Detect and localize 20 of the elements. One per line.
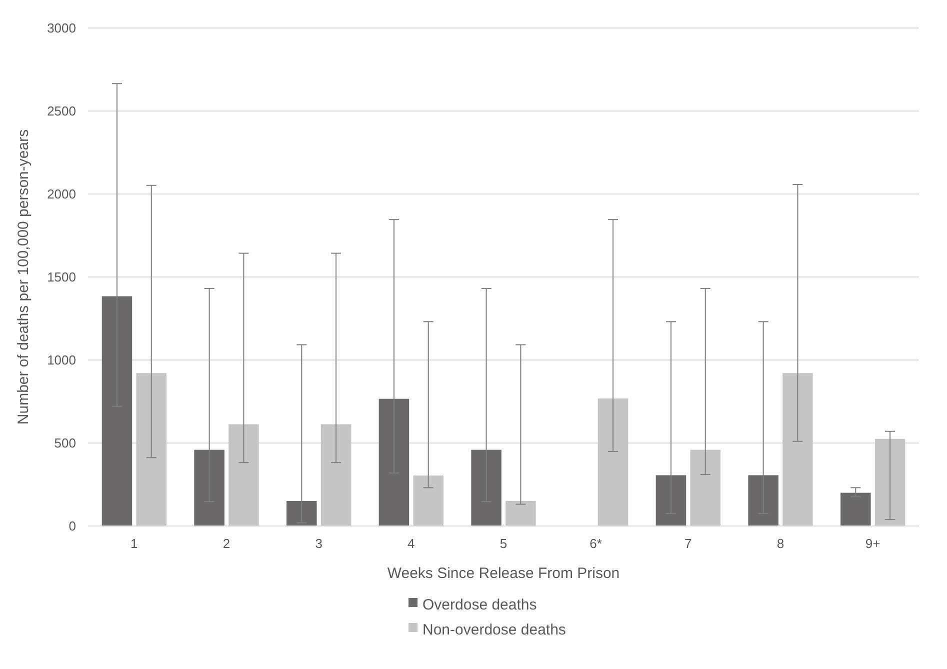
x-tick-label: 2 <box>222 536 230 551</box>
y-tick-label: 1500 <box>47 270 76 285</box>
x-tick-label: 7 <box>684 536 692 551</box>
y-axis-title: Number of deaths per 100,000 person-years <box>15 129 32 425</box>
y-tick-label: 500 <box>54 436 76 451</box>
legend-label: Non-overdose deaths <box>422 621 566 638</box>
y-tick-label: 3000 <box>47 20 76 36</box>
y-tick-label: 2000 <box>47 186 76 202</box>
x-tick-label: 8 <box>776 536 784 551</box>
x-tick-label: 5 <box>500 536 508 551</box>
x-axis-title: Weeks Since Release From Prison <box>387 565 620 582</box>
x-tick-label: 9+ <box>865 536 880 551</box>
y-tick-label: 2500 <box>47 104 76 119</box>
x-tick-label: 6* <box>590 536 602 551</box>
y-tick-label: 1000 <box>47 352 76 368</box>
x-tick-label: 1 <box>130 536 138 551</box>
x-tick-label: 4 <box>408 536 415 551</box>
y-tick-label: 0 <box>68 518 76 534</box>
x-tick-label: 3 <box>315 536 322 551</box>
legend-label: Overdose deaths <box>422 596 537 614</box>
